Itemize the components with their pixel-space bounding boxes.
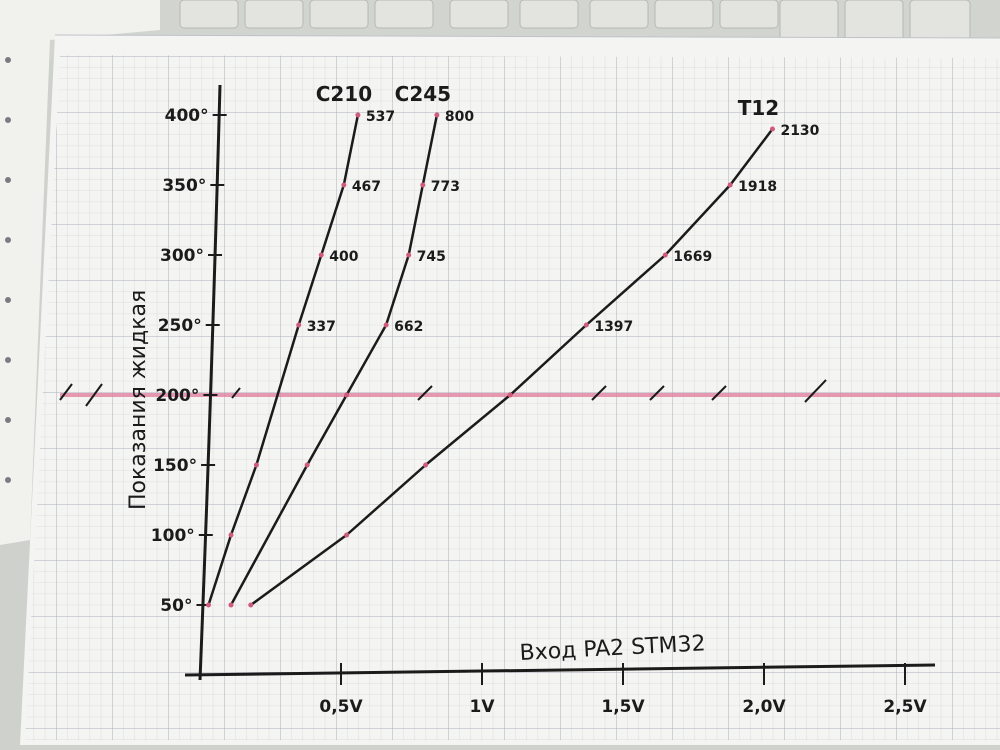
y-tick-label: 400° <box>165 106 209 126</box>
y-tick-label: 50° <box>160 596 192 616</box>
left-paper-sheet <box>0 0 160 545</box>
data-point <box>423 462 429 468</box>
data-point <box>420 182 426 188</box>
x-tick-label: 0,5V <box>319 697 363 717</box>
y-axis-ticks: 50° 100° 150° 200° 250° 300° 350° 400° <box>151 106 227 616</box>
data-point <box>406 252 412 258</box>
data-point <box>383 322 389 328</box>
point-label: 1669 <box>673 249 712 265</box>
data-point <box>205 602 211 608</box>
reference-line-ticks <box>59 379 827 407</box>
y-axis-title: Показания жидкая <box>126 290 151 510</box>
graph-paper <box>20 34 1000 745</box>
data-point <box>344 392 350 398</box>
point-label: 467 <box>352 179 381 195</box>
data-point <box>727 182 733 188</box>
point-label: 1397 <box>594 319 633 335</box>
data-point <box>662 252 668 258</box>
y-axis <box>198 84 222 681</box>
point-label: 662 <box>394 319 423 335</box>
y-tick-label: 200° <box>155 386 199 406</box>
series-layer: 337 400 467 537 C210 662 745 773 800 C245 1397 1669… <box>205 82 820 608</box>
data-point <box>507 392 513 398</box>
series-name-label: C210 <box>316 82 372 106</box>
y-tick-label: 150° <box>153 456 197 476</box>
data-point <box>296 322 302 328</box>
data-point <box>341 182 347 188</box>
y-tick-label: 350° <box>162 176 206 196</box>
axes <box>184 84 936 681</box>
x-tick-label: 2,5V <box>883 697 927 717</box>
series-name-label: C245 <box>395 82 451 106</box>
point-label: 745 <box>417 249 446 265</box>
x-axis-ticks: 0,5V 1V 1,5V 2,0V 2,5V <box>319 663 927 717</box>
x-tick-label: 1,5V <box>601 697 645 717</box>
data-point <box>355 112 361 118</box>
point-label: 2130 <box>780 123 819 139</box>
y-tick-label: 300° <box>160 246 204 266</box>
x-axis <box>184 663 936 677</box>
data-point <box>253 462 259 468</box>
x-tick-label: 1V <box>470 697 496 717</box>
data-point <box>304 462 310 468</box>
point-label: 1918 <box>738 179 777 195</box>
data-point <box>583 322 589 328</box>
point-label: 337 <box>307 319 336 335</box>
point-label: 400 <box>329 249 358 265</box>
data-point <box>248 602 254 608</box>
data-point <box>434 112 440 118</box>
y-tick-label: 250° <box>158 316 202 336</box>
series-c210: 337 400 467 537 C210 <box>205 82 395 608</box>
data-point <box>344 532 350 538</box>
y-tick-label: 100° <box>151 526 195 546</box>
series-line <box>250 128 774 607</box>
series-c245: 662 745 773 800 C245 <box>228 82 474 608</box>
data-point <box>318 252 324 258</box>
data-point <box>228 532 234 538</box>
point-label: 773 <box>431 179 460 195</box>
point-label: 800 <box>445 109 474 125</box>
data-point <box>228 602 234 608</box>
series-name-label: T12 <box>738 96 779 120</box>
x-tick-label: 2,0V <box>742 697 786 717</box>
data-point <box>769 126 775 132</box>
point-label: 537 <box>366 109 395 125</box>
